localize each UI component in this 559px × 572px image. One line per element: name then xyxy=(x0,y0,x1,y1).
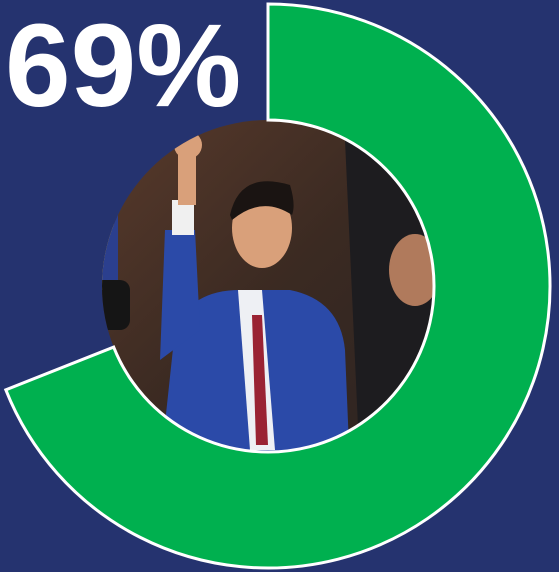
donut-segment xyxy=(3,2,552,570)
value-label: 69% xyxy=(5,0,241,132)
